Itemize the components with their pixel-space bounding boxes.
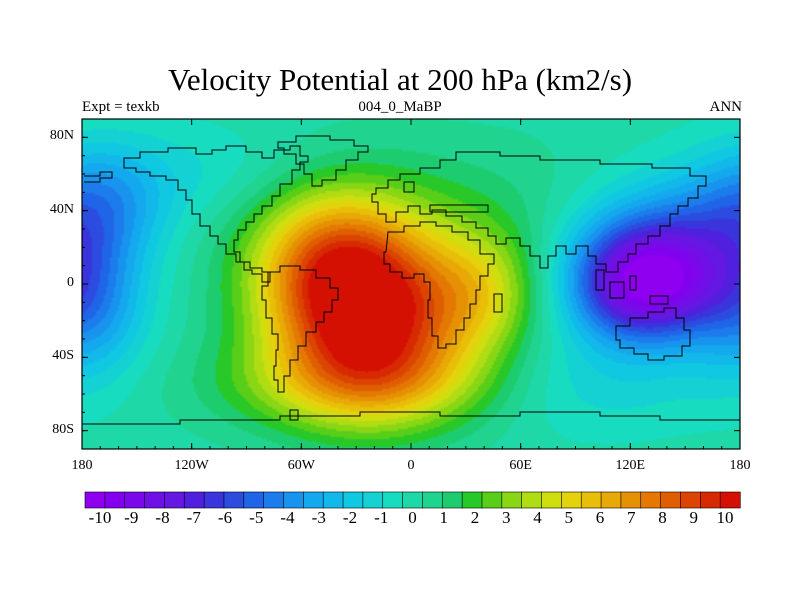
colorbar-label: -6: [217, 508, 233, 527]
experiment-label: Expt = texkb: [82, 99, 160, 115]
x-tick-label: 0: [407, 458, 415, 473]
colorbar-label: -7: [186, 508, 201, 527]
y-tick-label: 0: [67, 275, 74, 290]
y-tick-label: 80N: [49, 128, 74, 144]
colorbar-label: -4: [280, 508, 295, 527]
x-tick-label: 120W: [174, 458, 209, 473]
colorbar-box: [223, 491, 245, 509]
x-tick-label: 60W: [287, 458, 315, 473]
colorbar-box: [104, 491, 126, 509]
colorbar-box: [303, 491, 324, 509]
colorbar-box: [342, 491, 364, 509]
colorbar-box: [441, 491, 463, 509]
colorbar-box: [164, 491, 185, 509]
colorbar-box: [600, 491, 622, 509]
colorbar-box: [700, 491, 721, 509]
continent-outlines: [82, 135, 740, 425]
colorbar-box: [203, 491, 225, 509]
x-tick-label: 120E: [615, 458, 646, 473]
colorbar: [84, 491, 741, 509]
case-label: 004_0_MaBP: [358, 99, 442, 115]
colorbar-box: [620, 491, 642, 509]
colorbar-box: [719, 491, 741, 509]
colorbar-box: [124, 491, 146, 509]
colorbar-label: 6: [595, 508, 605, 527]
y-tick-label: 80S: [52, 421, 74, 437]
colorbar-box: [402, 491, 424, 509]
x-tick-label: 60E: [509, 458, 532, 473]
colorbar-box: [461, 491, 483, 509]
colorbar-box: [382, 491, 404, 509]
colorbar-label: 1: [439, 508, 449, 527]
velocity-potential-field: [82, 119, 740, 449]
y-tick-label: 40N: [49, 201, 74, 217]
colorbar-box: [322, 491, 344, 509]
colorbar-box: [183, 491, 205, 509]
colorbar-box: [521, 491, 543, 509]
colorbar-box: [640, 491, 662, 509]
chart-title: Velocity Potential at 200 hPa (km2/s): [167, 62, 633, 97]
colorbar-box: [283, 491, 304, 509]
colorbar-box: [680, 491, 701, 509]
colorbar-box: [660, 491, 682, 509]
season-label: ANN: [709, 99, 743, 115]
colorbar-label: -9: [124, 508, 139, 527]
colorbar-box: [561, 491, 582, 509]
colorbar-label: 10: [716, 508, 734, 527]
x-tick-label: 180: [729, 458, 751, 473]
colorbar-box: [481, 491, 503, 509]
colorbar-label: 2: [470, 508, 480, 527]
colorbar-box: [501, 491, 523, 509]
colorbar-label: -5: [249, 508, 264, 527]
x-tick-label: 180: [71, 458, 93, 473]
colorbar-box: [243, 491, 265, 509]
colorbar-label: -10: [88, 508, 112, 527]
colorbar-box: [362, 491, 384, 509]
colorbar-label: 3: [502, 508, 511, 527]
colorbar-label: 0: [408, 508, 417, 527]
colorbar-label: -1: [374, 508, 389, 527]
colorbar-box: [580, 491, 602, 509]
colorbar-box: [541, 491, 562, 509]
colorbar-label: 4: [533, 508, 542, 527]
colorbar-label: -2: [342, 508, 358, 527]
axis-ticks: [81, 118, 741, 450]
colorbar-label: 7: [627, 508, 636, 527]
colorbar-box: [144, 491, 165, 509]
colorbar-box: [422, 491, 443, 509]
colorbar-box: [84, 491, 106, 509]
colorbar-box: [263, 491, 285, 509]
colorbar-label: 8: [658, 508, 667, 527]
colorbar-label: 5: [564, 508, 574, 527]
y-tick-label: 40S: [52, 348, 74, 364]
colorbar-label: -3: [311, 508, 326, 527]
colorbar-label: 9: [689, 508, 699, 527]
colorbar-label: -8: [155, 508, 170, 527]
